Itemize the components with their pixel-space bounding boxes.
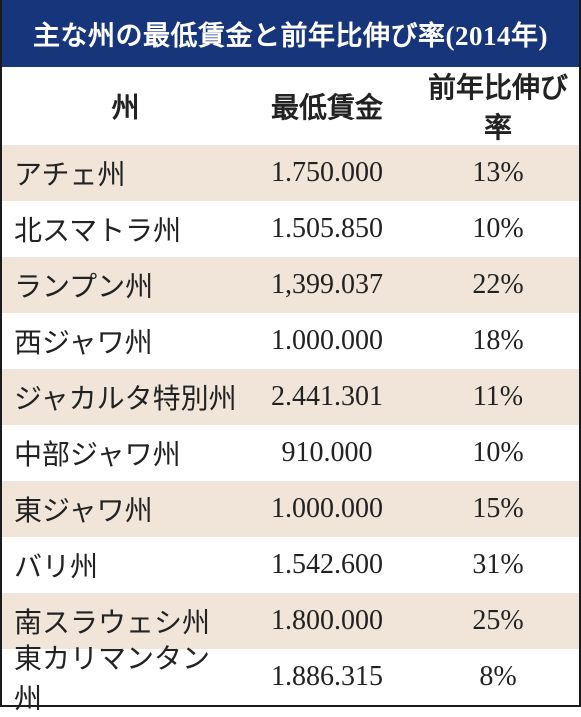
header-wage: 最低賃金	[237, 86, 417, 126]
cell-wage: 1.000.000	[237, 325, 417, 357]
header-province: 州	[2, 86, 237, 126]
cell-province: 中部ジャワ州	[2, 433, 237, 473]
cell-province: ジャカルタ特別州	[2, 377, 237, 417]
cell-province: 東ジャワ州	[2, 489, 237, 529]
cell-wage: 2.441.301	[237, 381, 417, 413]
table-header-row: 州 最低賃金 前年比伸び率	[2, 67, 579, 145]
header-growth: 前年比伸び率	[417, 66, 579, 146]
cell-wage: 910.000	[237, 437, 417, 469]
cell-wage: 1.505.850	[237, 213, 417, 245]
cell-province: バリ州	[2, 545, 237, 585]
table-row: 西ジャワ州1.000.00018%	[2, 313, 579, 369]
table-row: バリ州1.542.60031%	[2, 537, 579, 593]
cell-growth: 18%	[417, 325, 579, 357]
cell-province: 西ジャワ州	[2, 321, 237, 361]
cell-province: 東カリマンタン州	[2, 637, 237, 717]
cell-growth: 22%	[417, 269, 579, 301]
cell-growth: 25%	[417, 605, 579, 637]
cell-province: 南スラウェシ州	[2, 601, 237, 641]
table-row: 東カリマンタン州1.886.3158%	[2, 649, 579, 705]
table-title: 主な州の最低賃金と前年比伸び率(2014年)	[2, 0, 579, 67]
cell-province: アチェ州	[2, 153, 237, 193]
table-row: ランプン州1,399.03722%	[2, 257, 579, 313]
cell-growth: 13%	[417, 157, 579, 189]
table-row: 東ジャワ州1.000.00015%	[2, 481, 579, 537]
table-row: ジャカルタ特別州2.441.30111%	[2, 369, 579, 425]
cell-wage: 1.886.315	[237, 661, 417, 693]
cell-growth: 10%	[417, 437, 579, 469]
cell-growth: 8%	[417, 661, 579, 693]
cell-growth: 31%	[417, 549, 579, 581]
table-row: 中部ジャワ州910.00010%	[2, 425, 579, 481]
cell-growth: 11%	[417, 381, 579, 413]
cell-wage: 1.542.600	[237, 549, 417, 581]
table-body: アチェ州1.750.00013%北スマトラ州1.505.85010%ランプン州1…	[2, 145, 579, 705]
cell-growth: 10%	[417, 213, 579, 245]
cell-province: 北スマトラ州	[2, 209, 237, 249]
table-row: アチェ州1.750.00013%	[2, 145, 579, 201]
cell-wage: 1.000.000	[237, 493, 417, 525]
cell-growth: 15%	[417, 493, 579, 525]
minimum-wage-table: 主な州の最低賃金と前年比伸び率(2014年) 州 最低賃金 前年比伸び率 アチェ…	[0, 0, 581, 707]
table-row: 北スマトラ州1.505.85010%	[2, 201, 579, 257]
cell-wage: 1.800.000	[237, 605, 417, 637]
cell-wage: 1.750.000	[237, 157, 417, 189]
cell-wage: 1,399.037	[237, 269, 417, 301]
cell-province: ランプン州	[2, 265, 237, 305]
